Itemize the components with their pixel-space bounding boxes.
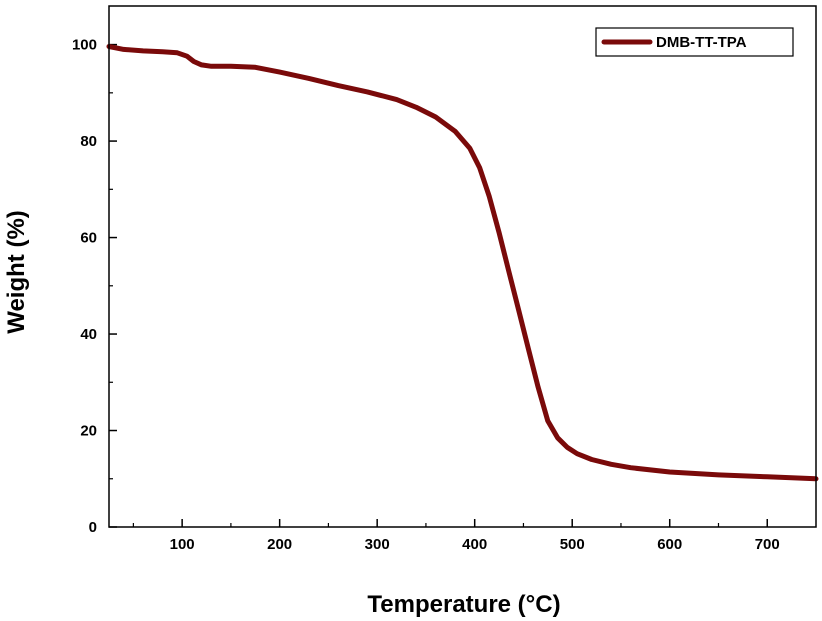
y-tick-label: 100 bbox=[72, 37, 97, 54]
x-tick-label: 400 bbox=[462, 536, 487, 553]
y-tick-label: 20 bbox=[80, 423, 97, 440]
x-tick-label: 700 bbox=[755, 536, 780, 553]
x-axis-title: Temperature (°C) bbox=[367, 591, 560, 618]
plot-frame bbox=[108, 5, 817, 528]
x-tick-label: 200 bbox=[267, 536, 292, 553]
y-tick-label: 80 bbox=[80, 133, 97, 150]
x-tick-label: 300 bbox=[365, 536, 390, 553]
y-tick-label: 60 bbox=[80, 230, 97, 247]
y-tick-label: 40 bbox=[80, 326, 97, 343]
x-tick-label: 500 bbox=[560, 536, 585, 553]
legend: DMB-TT-TPA bbox=[595, 27, 794, 57]
legend-label: DMB-TT-TPA bbox=[656, 34, 747, 51]
series-line bbox=[106, 44, 819, 482]
y-axis-title: Weight (%) bbox=[3, 210, 30, 334]
y-tick-label: 0 bbox=[89, 519, 97, 536]
x-tick-label: 100 bbox=[170, 536, 195, 553]
x-tick-label: 600 bbox=[657, 536, 682, 553]
